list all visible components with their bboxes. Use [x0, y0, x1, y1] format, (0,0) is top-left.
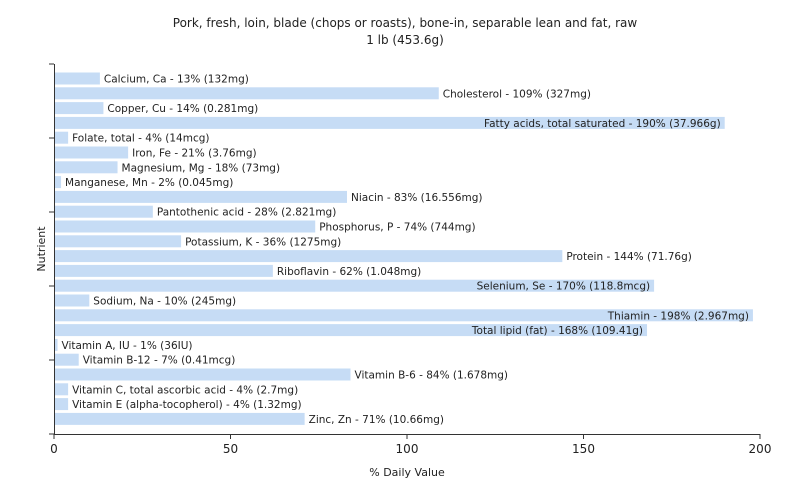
x-tick-label: 150 [572, 442, 595, 456]
bar [55, 294, 90, 307]
bar-label: Niacin - 83% (16.556mg) [351, 192, 483, 204]
x-axis-label: % Daily Value [369, 466, 445, 479]
bar [55, 368, 351, 381]
bar-label: Pantothenic acid - 28% (2.821mg) [157, 207, 336, 219]
bar [55, 161, 118, 174]
bar-label: Vitamin C, total ascorbic acid - 4% (2.7… [72, 384, 298, 396]
bar [55, 146, 129, 159]
bar-label: Zinc, Zn - 71% (10.66mg) [309, 414, 444, 426]
x-ticks-group: 0 50 100 150 200 [50, 434, 771, 456]
bar [55, 220, 316, 233]
bar-label: Folate, total - 4% (14mcg) [72, 133, 209, 145]
bar-label: Total lipid (fat) - 168% (109.41g) [471, 325, 643, 337]
bar [55, 102, 104, 115]
x-tick-label: 0 [50, 442, 58, 456]
bar [55, 190, 347, 203]
bar-label: Protein - 144% (71.76g) [566, 251, 692, 263]
chart-subtitle: 1 lb (453.6g) [366, 33, 444, 47]
bar [55, 176, 62, 189]
bar [55, 353, 79, 366]
bar-label: Sodium, Na - 10% (245mg) [93, 296, 236, 308]
bar-label: Vitamin A, IU - 1% (36IU) [62, 340, 193, 352]
bar-label: Vitamin E (alpha-tocopherol) - 4% (1.32m… [72, 399, 302, 411]
bar [55, 264, 273, 277]
bar-label: Potassium, K - 36% (1275mg) [185, 236, 341, 248]
bar [55, 205, 153, 218]
bar [55, 398, 69, 411]
x-tick-label: 50 [223, 442, 238, 456]
bar-label: Copper, Cu - 14% (0.281mg) [107, 103, 258, 115]
bar [55, 72, 100, 85]
chart-title: Pork, fresh, loin, blade (chops or roast… [173, 16, 638, 30]
bar [55, 279, 655, 292]
bar-label: Phosphorus, P - 74% (744mg) [319, 222, 475, 234]
bar [55, 250, 563, 263]
bar [55, 235, 182, 248]
x-tick-label: 200 [749, 442, 772, 456]
bars-group: Calcium, Ca - 13% (132mg) Cholesterol - 1… [55, 72, 753, 426]
bar-label: Manganese, Mn - 2% (0.045mg) [65, 177, 233, 189]
bar [55, 131, 69, 144]
bar-label: Cholesterol - 109% (327mg) [443, 88, 591, 100]
bar [55, 87, 439, 100]
bar [55, 116, 725, 129]
bar [55, 309, 753, 322]
x-tick-label: 100 [396, 442, 419, 456]
bar-label: Vitamin B-12 - 7% (0.41mcg) [83, 355, 236, 367]
bar-label: Thiamin - 198% (2.967mg) [607, 310, 749, 322]
bar-label: Calcium, Ca - 13% (132mg) [104, 74, 249, 86]
bar [55, 412, 305, 425]
y-ticks-group [49, 63, 54, 435]
bar-label: Vitamin B-6 - 84% (1.678mg) [355, 370, 509, 382]
bar [55, 338, 58, 351]
bar-label: Selenium, Se - 170% (118.8mcg) [477, 281, 651, 293]
bar-label: Magnesium, Mg - 18% (73mg) [122, 162, 281, 174]
bar-label: Riboflavin - 62% (1.048mg) [277, 266, 421, 278]
bar [55, 324, 648, 337]
bar-label: Iron, Fe - 21% (3.76mg) [132, 148, 256, 160]
bar-label: Fatty acids, total saturated - 190% (37.… [484, 118, 721, 130]
bar [55, 383, 69, 396]
y-axis-label: Nutrient [35, 226, 48, 272]
